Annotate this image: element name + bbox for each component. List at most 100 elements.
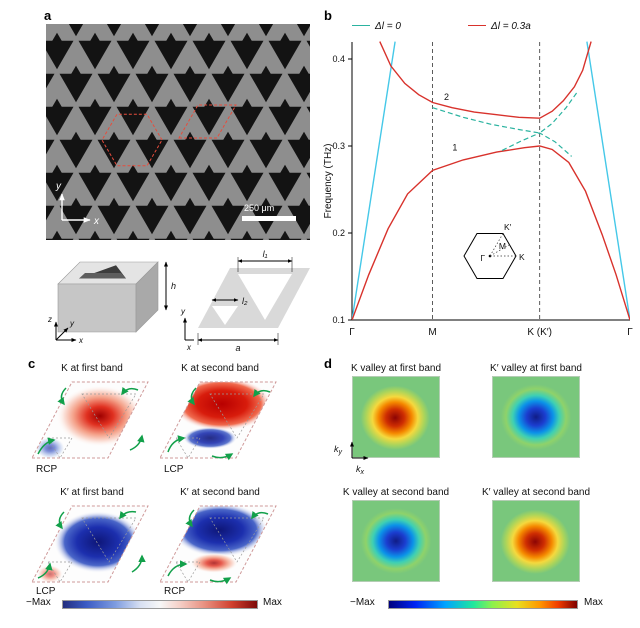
field-map-title: K at second band bbox=[181, 363, 259, 374]
lattice-triangle bbox=[59, 73, 93, 103]
y-tick-label: 0.1 bbox=[332, 315, 345, 325]
lattice-triangle bbox=[230, 106, 264, 136]
panel-label-d: d bbox=[324, 356, 332, 371]
lattice-triangle bbox=[128, 32, 138, 42]
lattice-triangle bbox=[192, 172, 226, 202]
lattice-triangle bbox=[90, 98, 100, 108]
y-label: y bbox=[180, 307, 186, 316]
lattice-triangle bbox=[182, 24, 198, 37]
lattice-triangle bbox=[173, 139, 207, 169]
lattice-triangle bbox=[261, 65, 271, 75]
lattice-triangle bbox=[166, 32, 176, 42]
poynting-arrow bbox=[251, 510, 269, 520]
colorbar-max-label: Max bbox=[584, 597, 603, 608]
lattice-triangle bbox=[97, 205, 131, 235]
band-curve-band-lower-dl-0 bbox=[501, 132, 572, 157]
scale-bar bbox=[242, 216, 296, 221]
panel-label-a: a bbox=[44, 8, 52, 23]
lattice-triangle bbox=[242, 98, 252, 108]
lattice-triangle bbox=[211, 73, 245, 103]
ky-label: ky bbox=[334, 444, 343, 456]
polarization-label: LCP bbox=[164, 464, 184, 475]
polarization-label: RCP bbox=[164, 586, 186, 597]
legend-item-dl03a: Δl = 0.3a bbox=[468, 16, 531, 34]
lattice-triangle bbox=[223, 197, 233, 207]
lattice-triangle bbox=[299, 65, 309, 75]
lattice-triangle bbox=[90, 164, 100, 174]
triangle-outline bbox=[47, 561, 73, 582]
lattice-triangle bbox=[296, 24, 310, 37]
legend-label: Δl = 0.3a bbox=[491, 21, 531, 32]
poynting-arrow bbox=[185, 509, 195, 528]
triangular-hole-wall bbox=[79, 273, 126, 279]
kprime-label: K′ bbox=[504, 222, 512, 232]
legend-swatch-teal bbox=[352, 25, 370, 26]
poynting-arrow bbox=[253, 388, 271, 398]
lattice-triangle bbox=[249, 73, 283, 103]
lattice-triangle bbox=[268, 238, 302, 240]
lattice-triangle bbox=[128, 164, 138, 174]
poynting-arrow bbox=[129, 434, 145, 451]
band-curve-light-line-right bbox=[586, 41, 630, 320]
k-label: K bbox=[519, 252, 525, 262]
berry-curvature-map-K-band1 bbox=[352, 376, 440, 458]
lattice-triangle bbox=[46, 172, 74, 202]
lattice-triangle bbox=[306, 238, 310, 240]
lattice-triangle bbox=[78, 106, 112, 136]
band-number-label: 1 bbox=[452, 142, 457, 152]
lattice-triangle bbox=[46, 238, 74, 240]
lattice-triangle bbox=[154, 172, 188, 202]
band-number-label: 2 bbox=[444, 92, 449, 102]
berry-curvature-map-K-band2 bbox=[352, 500, 440, 582]
unit-cell-2d-schematic: l₁ l₂ a y x bbox=[180, 249, 310, 353]
lattice-triangle bbox=[90, 32, 100, 42]
z-label: z bbox=[47, 315, 52, 324]
rhombus-border bbox=[31, 505, 149, 583]
lattice-triangle bbox=[109, 197, 119, 207]
m-label: M bbox=[499, 241, 506, 251]
lattice-triangle bbox=[52, 98, 62, 108]
lattice-triangle bbox=[268, 172, 302, 202]
poynting-arrow bbox=[211, 453, 234, 461]
colorbar-min-label: −Max bbox=[350, 597, 375, 608]
valley-map-title: K′ valley at second band bbox=[481, 487, 591, 498]
poynting-arrow bbox=[55, 511, 65, 530]
brillouin-zone-inset: Γ M K K′ bbox=[463, 222, 525, 279]
lattice-triangle bbox=[192, 238, 226, 240]
lattice-overlays: x y 250 μm bbox=[55, 104, 296, 227]
lattice-triangle bbox=[185, 131, 195, 141]
lattice-triangle bbox=[306, 172, 310, 179]
poynting-arrow bbox=[119, 510, 137, 520]
poynting-arrow bbox=[209, 577, 232, 585]
valley-map-title: K′ valley at first band bbox=[490, 363, 582, 374]
gamma-kprime-path bbox=[489, 233, 504, 257]
lattice-triangle bbox=[59, 139, 93, 169]
scale-bar-label: 250 μm bbox=[244, 203, 274, 213]
band-curve-light-line-left bbox=[352, 41, 396, 320]
lattice-triangle bbox=[242, 32, 252, 42]
legend-swatch-red bbox=[468, 25, 486, 26]
field-blob-negative bbox=[35, 437, 65, 458]
lattice-triangle bbox=[287, 205, 310, 235]
lattice-triangle bbox=[299, 197, 309, 207]
y-axis-label: y bbox=[55, 181, 62, 192]
kx-label: kx bbox=[356, 464, 365, 476]
large-triangle-hole bbox=[238, 274, 292, 320]
poynting-arrow bbox=[37, 437, 56, 455]
field-blob-positive bbox=[172, 382, 272, 431]
lattice-triangle bbox=[211, 205, 245, 235]
lattice-triangle bbox=[97, 139, 131, 169]
lattice-triangle bbox=[220, 24, 236, 37]
lattice-triangle bbox=[185, 65, 195, 75]
field-map-K-band1 bbox=[31, 381, 149, 459]
poynting-arrow bbox=[57, 387, 67, 406]
lattice-triangle bbox=[71, 131, 81, 141]
lattice-triangle bbox=[230, 238, 264, 240]
lattice-triangle bbox=[116, 40, 150, 70]
lattice-triangle bbox=[109, 65, 119, 75]
panel-label-b: b bbox=[324, 8, 332, 23]
lattice-triangle bbox=[135, 73, 169, 103]
lattice-triangle bbox=[268, 40, 302, 70]
lattice-triangle bbox=[204, 32, 214, 42]
